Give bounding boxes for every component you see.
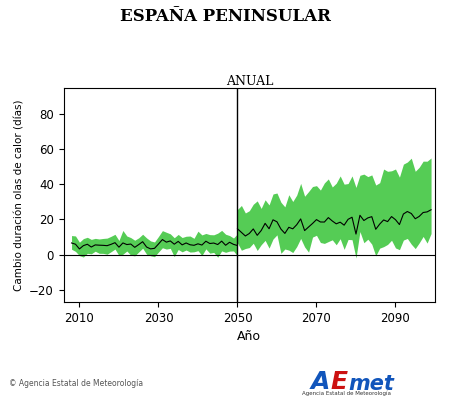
Text: A: A — [310, 370, 330, 394]
Text: Agencia Estatal de Meteorología: Agencia Estatal de Meteorología — [302, 390, 391, 396]
Title: ANUAL: ANUAL — [225, 75, 273, 88]
Text: E: E — [331, 370, 348, 394]
Y-axis label: Cambio duración olas de calor (días): Cambio duración olas de calor (días) — [15, 99, 25, 291]
Text: © Agencia Estatal de Meteorología: © Agencia Estatal de Meteorología — [9, 379, 143, 388]
Text: met: met — [349, 374, 395, 394]
X-axis label: Año: Año — [237, 330, 261, 343]
Text: ESPAÑA PENINSULAR: ESPAÑA PENINSULAR — [120, 8, 330, 25]
